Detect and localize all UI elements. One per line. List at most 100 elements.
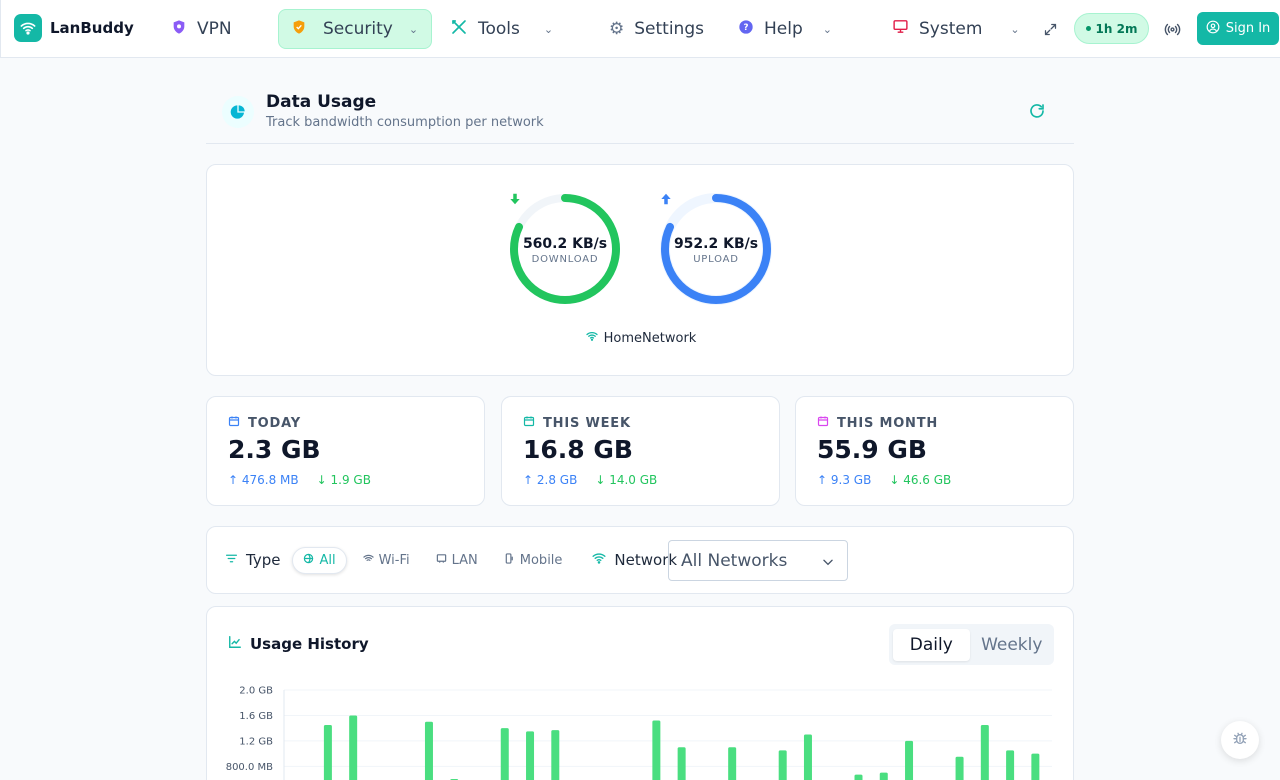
wifi-logo-icon (14, 14, 42, 42)
filter-icon (225, 551, 238, 569)
calendar-icon (523, 415, 535, 431)
upload-speed: 952.2 KB/s (673, 235, 759, 252)
usage-bar[interactable] (803, 734, 812, 780)
usage-bar[interactable] (551, 730, 560, 780)
nav-help[interactable]: ? Help ⌄ (726, 9, 844, 49)
sign-in-button[interactable]: Sign In (1197, 12, 1279, 45)
filter-chip-wifi[interactable]: Wi-Fi (353, 548, 420, 573)
bug-icon (1232, 730, 1248, 750)
sign-in-label: Sign In (1225, 21, 1271, 36)
download-label: DOWNLOAD (531, 253, 599, 265)
session-timer: 1h 2m (1095, 21, 1138, 36)
brand[interactable]: LanBuddy (14, 14, 134, 42)
chevron-down-icon: ⌄ (822, 22, 832, 36)
upload-label: UPLOAD (693, 253, 739, 265)
stat-card-week: THIS WEEK 16.8 GB ↑ 2.8 GB ↓ 14.0 GB (501, 396, 780, 506)
nav-security[interactable]: Security ⌄ (278, 9, 432, 49)
usage-bar[interactable] (854, 774, 863, 780)
top-nav: LanBuddy VPN Security ⌄ Tools ⌄ ⚙ Settin… (0, 0, 1280, 58)
current-network: HomeNetwork (207, 330, 1075, 346)
broadcast-icon[interactable] (1160, 17, 1184, 41)
usage-bar[interactable] (980, 724, 989, 780)
nav-security-label: Security (323, 19, 393, 39)
filter-chip-lan[interactable]: LAN (426, 548, 488, 573)
refresh-icon[interactable] (1028, 102, 1046, 124)
session-timer-badge: 1h 2m (1074, 13, 1149, 44)
stat-download: ↓ 14.0 GB (595, 473, 658, 487)
network-filter-label: Network (592, 551, 677, 569)
network-select[interactable]: All Networks (668, 540, 848, 581)
nav-help-label: Help (764, 19, 803, 39)
usage-history-card: Usage History Daily Weekly 2.0 GB 1.6 GB 1… (206, 606, 1074, 780)
wifi-icon (362, 553, 374, 568)
nav-settings-label: Settings (634, 19, 704, 39)
stat-download: ↓ 46.6 GB (889, 473, 952, 487)
nav-settings[interactable]: ⚙ Settings (597, 9, 716, 49)
app-name: LanBuddy (50, 19, 134, 37)
download-gauge: 560.2 KB/s DOWNLOAD (508, 192, 622, 306)
page-title: Data Usage (266, 92, 377, 112)
chevron-down-icon: ⌄ (543, 22, 554, 36)
filter-card: Type All Wi-Fi LAN Mobile Network All Ne… (206, 526, 1074, 594)
mobile-icon (504, 552, 515, 568)
nav-tools-label: Tools (478, 19, 520, 39)
wifi-icon (592, 551, 606, 569)
upload-gauge-ring (660, 193, 772, 305)
calendar-icon (228, 415, 240, 431)
filter-chip-all[interactable]: All (292, 546, 347, 574)
lan-icon (436, 553, 447, 568)
stat-label: TODAY (248, 415, 301, 431)
usage-bar[interactable] (424, 721, 433, 780)
usage-bar[interactable] (905, 740, 914, 780)
usage-bar[interactable] (778, 750, 787, 780)
nav-system-label: System (919, 19, 983, 39)
usage-history-title: Usage History (228, 635, 369, 653)
stat-total: 2.3 GB (228, 435, 321, 464)
stat-label: THIS WEEK (543, 415, 631, 431)
usage-bar[interactable] (652, 720, 661, 780)
stat-label: THIS MONTH (837, 415, 939, 431)
period-toggle: Daily Weekly (889, 624, 1054, 665)
stat-upload: ↑ 9.3 GB (817, 473, 872, 487)
y-tick-label: 1.6 GB (239, 711, 273, 722)
usage-bar[interactable] (728, 747, 737, 780)
help-icon: ? (738, 19, 754, 40)
stat-card-month: THIS MONTH 55.9 GB ↑ 9.3 GB ↓ 46.6 GB (795, 396, 1074, 506)
stat-download: ↓ 1.9 GB (316, 473, 371, 487)
usage-bar[interactable] (323, 724, 332, 780)
weekly-tab[interactable]: Weekly (981, 634, 1043, 655)
line-chart-icon (228, 635, 242, 653)
debug-button[interactable] (1221, 721, 1259, 759)
filter-chip-mobile[interactable]: Mobile (494, 548, 573, 573)
calendar-icon (817, 415, 829, 431)
usage-bar[interactable] (677, 747, 686, 780)
nav-system[interactable]: System ⌄ (880, 9, 1032, 49)
type-filter-label: Type (225, 551, 280, 569)
usage-bar[interactable] (1006, 750, 1015, 780)
network-select-value: All Networks (681, 550, 788, 571)
download-speed: 560.2 KB/s (522, 235, 608, 252)
nav-vpn-label: VPN (197, 19, 232, 39)
svg-text:?: ? (743, 23, 748, 33)
usage-bar[interactable] (349, 715, 358, 780)
shield-vpn-icon (171, 19, 187, 40)
usage-bar[interactable] (526, 731, 535, 780)
stat-card-today: TODAY 2.3 GB ↑ 476.8 MB ↓ 1.9 GB (206, 396, 485, 506)
expand-icon[interactable] (1038, 17, 1062, 41)
upload-gauge: 952.2 KB/s UPLOAD (659, 192, 773, 306)
shield-check-icon (291, 19, 307, 40)
nav-vpn[interactable]: VPN (159, 9, 244, 49)
usage-history-chart: 2.0 GB 1.6 GB 1.2 GB 800.0 MB (226, 686, 1052, 780)
stat-total: 16.8 GB (523, 435, 633, 464)
y-tick-label: 2.0 GB (239, 686, 273, 697)
usage-bar[interactable] (1031, 753, 1040, 780)
usage-bar[interactable] (879, 772, 888, 780)
user-circle-icon (1206, 20, 1220, 38)
network-name: HomeNetwork (603, 330, 697, 346)
nav-tools[interactable]: Tools ⌄ (438, 9, 565, 49)
daily-tab[interactable]: Daily (893, 628, 970, 661)
speed-card: 560.2 KB/s DOWNLOAD 952.2 KB/s UPLOAD Ho… (206, 164, 1074, 376)
stat-upload: ↑ 476.8 MB (228, 473, 299, 487)
usage-bar[interactable] (955, 756, 964, 780)
usage-bar[interactable] (500, 728, 509, 780)
